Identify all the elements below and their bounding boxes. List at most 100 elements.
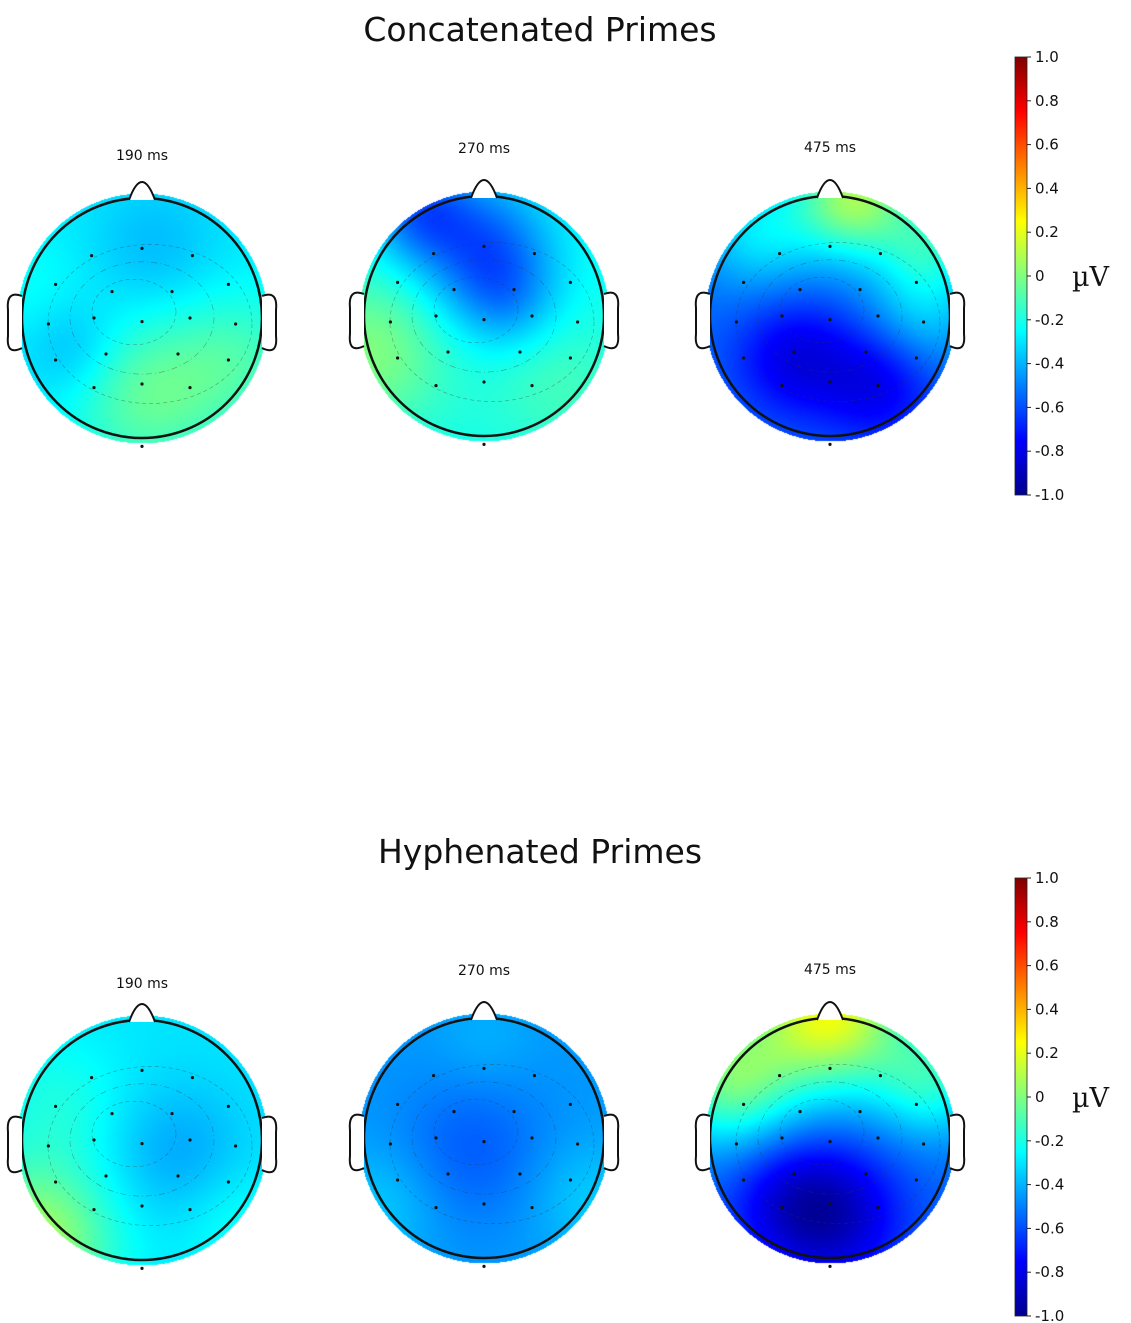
electrode-dot [734, 1142, 739, 1146]
scalp-field [354, 186, 614, 446]
colorbar-0: 1.0 0.8 0.6 0.4 0.2 0 -0.2 -0.4 -0.6 -0.8 -1.0 µV [1014, 48, 1110, 504]
scalp-field [354, 1008, 614, 1268]
electrode-dot [828, 244, 832, 248]
right-ear-outline [261, 293, 278, 352]
colorbar-tick-label: -0.2 [1035, 311, 1064, 329]
electrode-dot [190, 254, 194, 258]
electrode-dot [452, 288, 456, 292]
electrode-dot [140, 444, 144, 448]
electrode-dot [742, 356, 746, 360]
electrode-dot [530, 384, 534, 388]
colorbar-tick-label: 0.4 [1035, 179, 1059, 197]
electrode-dot [482, 318, 486, 322]
electrode-dot [858, 288, 862, 292]
electrode-dot [568, 356, 573, 360]
electrode-dot [778, 1074, 782, 1078]
nose-outline [128, 181, 156, 201]
electrode-dot [140, 382, 144, 386]
colorbar-tick-label: 1.0 [1035, 48, 1059, 66]
electrode-dot [140, 1068, 144, 1072]
contour-line [389, 1064, 595, 1224]
nose-outline [816, 1001, 844, 1021]
panel-title-hyphenated: Hyphenated Primes [377, 832, 703, 871]
left-ear-outline [6, 293, 23, 352]
electrode-dot [170, 290, 174, 294]
electrode-dot [92, 1208, 96, 1212]
time-label: 190 ms [116, 976, 168, 992]
electrode-dot [532, 1074, 537, 1078]
contour-line [69, 1083, 215, 1197]
colorbar-tick-label: 0.4 [1035, 1000, 1059, 1018]
electrode-dot [798, 288, 802, 292]
contour-line [389, 242, 595, 402]
electrode-dot [530, 314, 534, 318]
electrode-dot [92, 316, 96, 320]
electrode-dot [864, 350, 868, 354]
electrode-dot [226, 1180, 230, 1184]
right-ear-outline [949, 291, 966, 350]
electrode-dot [828, 1264, 832, 1268]
electrode-dot [482, 1140, 486, 1144]
electrode-dot [226, 1104, 230, 1108]
electrode-dot [54, 358, 58, 362]
electrode-dot [828, 318, 832, 322]
electrode-dot [780, 384, 784, 388]
electrode-dot [434, 1136, 438, 1140]
colorbar-tick-label: -1.0 [1035, 1307, 1064, 1323]
electrode-dot [170, 1112, 174, 1116]
right-ear-outline [261, 1115, 278, 1174]
colorbar-tick-label: -0.4 [1035, 1176, 1064, 1194]
colorbar-tick-label: -0.8 [1035, 1263, 1064, 1281]
contour-line [69, 261, 215, 375]
electrode-dot [446, 350, 450, 354]
electrode-dot [140, 1142, 144, 1146]
nose-outline [470, 179, 498, 199]
electrode-dot [54, 1104, 58, 1108]
electrode-dot [110, 290, 114, 294]
right-ear-outline [603, 1113, 620, 1172]
contour-line [735, 242, 941, 402]
colorbar-tick-label: -0.4 [1035, 355, 1064, 373]
left-ear-outline [6, 1115, 23, 1174]
electrode-dot [482, 442, 486, 446]
scalp-field [700, 1008, 960, 1268]
electrode-dot [396, 280, 400, 284]
electrode-dot [576, 1142, 580, 1146]
time-label: 270 ms [458, 141, 510, 157]
electrode-dot [780, 1206, 784, 1210]
electrode-dot [388, 1142, 392, 1146]
electrode-dot [104, 352, 108, 356]
electrode-dot [90, 254, 94, 258]
electrode-dot [914, 356, 919, 360]
electrode-dot [530, 1206, 534, 1210]
electrode-dot [532, 252, 537, 256]
electrode-dot [188, 1208, 192, 1212]
colorbar-tick-label: -0.6 [1035, 1219, 1064, 1237]
nose-outline [128, 1003, 156, 1023]
nose-outline [470, 1001, 498, 1021]
unit-label: µV [1072, 262, 1110, 293]
electrode-dot [226, 358, 230, 362]
electrode-dot [518, 1172, 522, 1176]
electrode-dot [780, 1136, 784, 1140]
unit-label: µV [1072, 1083, 1110, 1114]
electrode-dot [234, 322, 238, 326]
electrode-dot [92, 1138, 96, 1142]
colorbar-tick-label: 0.6 [1035, 136, 1059, 154]
time-label: 475 ms [804, 962, 856, 978]
electrode-dot [432, 252, 436, 256]
topomap-0-1: 270 ms [348, 141, 620, 446]
contour-line [433, 276, 519, 344]
electrode-dot [568, 280, 573, 284]
left-ear-outline [694, 1113, 711, 1172]
electrode-dot [434, 314, 438, 318]
electrode-dot [798, 1110, 802, 1114]
electrode-dot [482, 1202, 486, 1206]
electrode-dot [46, 1144, 51, 1148]
contour-line [779, 276, 865, 344]
electrode-dot [432, 1074, 436, 1078]
colorbar-tick-label: 1.0 [1035, 869, 1059, 887]
electrode-dot [792, 1172, 796, 1176]
electrode-dot [828, 1202, 832, 1206]
